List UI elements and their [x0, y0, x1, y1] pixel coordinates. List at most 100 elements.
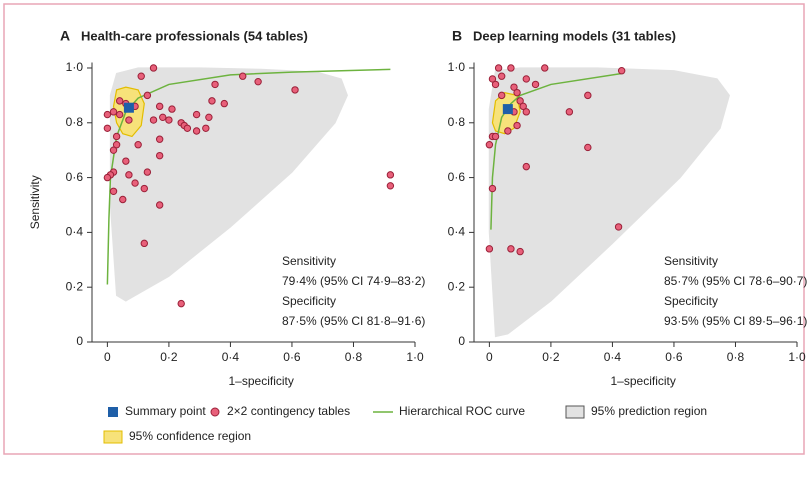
study-point: [183, 124, 192, 132]
study-point: [155, 201, 164, 209]
study-point: [122, 157, 130, 165]
study-point: [485, 141, 494, 149]
region: [109, 67, 348, 302]
study-point: [208, 97, 216, 105]
annotation: 85·7% (95% CI 78·6–90·7): [664, 274, 807, 288]
study-point: [177, 299, 185, 308]
study-point: [491, 80, 500, 89]
study-point: [211, 80, 219, 89]
study-point: [143, 168, 152, 176]
x-tick-label: 0·4: [222, 350, 240, 364]
study-point: [125, 116, 133, 124]
panel-label: A: [60, 28, 70, 44]
x-axis-label: 1–specificity: [229, 374, 294, 388]
study-point: [386, 171, 395, 179]
panel-title: Deep learning models (31 tables): [473, 28, 676, 43]
study-point: [614, 223, 623, 231]
study-point: [155, 151, 164, 160]
study-point: [522, 162, 530, 171]
study-point: [488, 75, 497, 83]
study-point: [522, 75, 530, 83]
study-point: [510, 83, 518, 91]
study-point: [516, 97, 524, 105]
legend-swatch: [103, 430, 123, 444]
panel-label: B: [452, 28, 462, 44]
x-tick-label: 0: [104, 350, 111, 364]
study-point: [134, 141, 142, 149]
study-point: [507, 245, 515, 253]
summary-point: [123, 102, 134, 113]
y-tick-label: 0·4: [448, 225, 466, 239]
annotation: Specificity: [664, 294, 718, 308]
x-tick-label: 0·2: [160, 350, 178, 364]
x-tick-label: 0·6: [665, 350, 683, 364]
y-tick-label: 0·2: [66, 279, 84, 293]
figure-border: [3, 3, 805, 455]
y-tick-label: 1·0: [448, 60, 466, 74]
legend-label: Summary point: [125, 404, 206, 418]
study-point: [140, 184, 148, 193]
study-point: [617, 67, 626, 75]
study-point: [103, 110, 112, 119]
study-point: [519, 102, 527, 111]
study-point: [119, 195, 127, 204]
study-point: [192, 110, 201, 119]
legend-label: 95% confidence region: [129, 429, 251, 443]
study-point: [125, 171, 133, 179]
study-point: [291, 86, 299, 94]
x-tick-label: 0·4: [604, 350, 622, 364]
annotation: Sensitivity: [664, 254, 718, 268]
region: [488, 67, 730, 338]
x-tick-label: 0·2: [542, 350, 560, 364]
study-point: [103, 124, 112, 132]
study-point: [565, 108, 574, 116]
legend-label: 95% prediction region: [591, 404, 707, 418]
study-point: [103, 173, 112, 182]
y-tick-label: 1·0: [66, 60, 84, 74]
y-tick-label: 0·8: [66, 115, 84, 129]
study-point: [497, 72, 506, 80]
annotation: Specificity: [282, 294, 336, 308]
y-tick-label: 0·6: [66, 170, 84, 184]
study-point: [137, 72, 145, 80]
study-point: [491, 132, 500, 141]
x-tick-label: 1·0: [788, 350, 806, 364]
y-tick-label: 0: [76, 334, 83, 348]
y-tick-label: 0·2: [448, 279, 466, 293]
study-point: [522, 108, 530, 116]
study-point: [239, 72, 247, 80]
study-point: [220, 99, 228, 108]
annotation: Sensitivity: [282, 254, 336, 268]
study-point: [494, 64, 503, 72]
x-tick-label: 0·6: [283, 350, 301, 364]
annotation: 93·5% (95% CI 89·5–96·1): [664, 314, 807, 328]
summary-point: [502, 104, 513, 115]
study-point: [109, 146, 118, 154]
study-point: [531, 80, 540, 89]
study-point: [149, 64, 158, 72]
study-point: [109, 187, 118, 195]
legend-swatch: [565, 405, 585, 419]
legend-label: 2×2 contingency tables: [227, 404, 350, 418]
study-point: [159, 113, 167, 122]
study-point: [205, 113, 213, 122]
study-point: [485, 245, 494, 253]
annotation: 87·5% (95% CI 81·8–91·6): [282, 314, 425, 328]
legend-swatch: [210, 407, 220, 417]
x-tick-label: 1·0: [406, 350, 424, 364]
study-point: [109, 108, 118, 116]
study-point: [488, 184, 497, 193]
study-point: [165, 116, 173, 124]
y-tick-label: 0·6: [448, 170, 466, 184]
study-point: [131, 179, 139, 187]
study-point: [513, 121, 521, 130]
y-tick-label: 0·4: [66, 225, 84, 239]
study-point: [497, 91, 506, 100]
annotation: 79·4% (95% CI 74·9–83·2): [282, 274, 425, 288]
study-point: [155, 102, 164, 111]
x-tick-label: 0·8: [727, 350, 745, 364]
y-tick-label: 0: [458, 334, 465, 348]
study-point: [386, 182, 395, 190]
study-point: [112, 132, 121, 141]
